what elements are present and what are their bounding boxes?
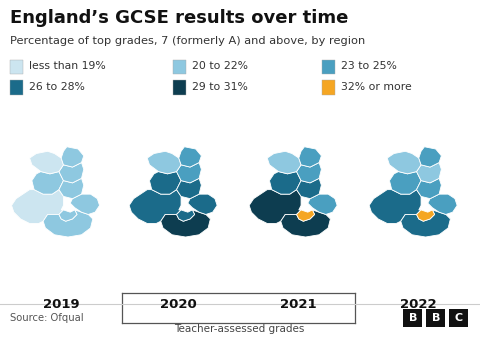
Polygon shape (149, 172, 181, 194)
Text: Percentage of top grades, 7 (formerly A) and above, by region: Percentage of top grades, 7 (formerly A)… (10, 36, 365, 46)
Polygon shape (267, 151, 301, 174)
Polygon shape (30, 151, 63, 174)
Polygon shape (299, 147, 322, 167)
Polygon shape (417, 210, 434, 221)
Polygon shape (59, 210, 77, 221)
Polygon shape (417, 178, 442, 199)
Text: 23 to 25%: 23 to 25% (341, 61, 396, 72)
Polygon shape (179, 147, 202, 167)
Text: 26 to 28%: 26 to 28% (29, 82, 84, 92)
Polygon shape (269, 172, 301, 194)
Polygon shape (401, 210, 450, 237)
Polygon shape (177, 163, 202, 183)
Polygon shape (61, 147, 84, 167)
Text: 32% or more: 32% or more (341, 82, 411, 92)
Text: less than 19%: less than 19% (29, 61, 106, 72)
Text: Source: Ofqual: Source: Ofqual (10, 313, 83, 323)
Polygon shape (59, 163, 84, 183)
Polygon shape (419, 147, 442, 167)
Polygon shape (12, 190, 63, 224)
Polygon shape (70, 194, 99, 214)
Polygon shape (369, 190, 421, 224)
Polygon shape (281, 210, 330, 237)
Text: 2022: 2022 (400, 298, 437, 311)
Polygon shape (308, 194, 337, 214)
Polygon shape (297, 178, 322, 199)
Polygon shape (177, 210, 194, 221)
Polygon shape (297, 210, 314, 221)
Text: B: B (408, 313, 417, 323)
Polygon shape (428, 194, 457, 214)
Text: C: C (455, 313, 463, 323)
Text: Teacher-assessed grades: Teacher-assessed grades (174, 324, 304, 334)
Text: B: B (432, 313, 440, 323)
Polygon shape (188, 194, 217, 214)
Polygon shape (147, 151, 181, 174)
Polygon shape (129, 190, 181, 224)
Text: England’s GCSE results over time: England’s GCSE results over time (10, 9, 348, 26)
Polygon shape (161, 210, 210, 237)
Text: 29 to 31%: 29 to 31% (192, 82, 248, 92)
Polygon shape (387, 151, 421, 174)
Polygon shape (417, 163, 442, 183)
Polygon shape (59, 178, 84, 199)
Text: 20 to 22%: 20 to 22% (192, 61, 248, 72)
Polygon shape (32, 172, 63, 194)
Polygon shape (249, 190, 301, 224)
Text: 2019: 2019 (43, 298, 80, 311)
Text: 2020: 2020 (160, 298, 197, 311)
Polygon shape (389, 172, 421, 194)
Polygon shape (177, 178, 202, 199)
Polygon shape (43, 210, 93, 237)
Text: 2021: 2021 (280, 298, 317, 311)
Polygon shape (297, 163, 322, 183)
